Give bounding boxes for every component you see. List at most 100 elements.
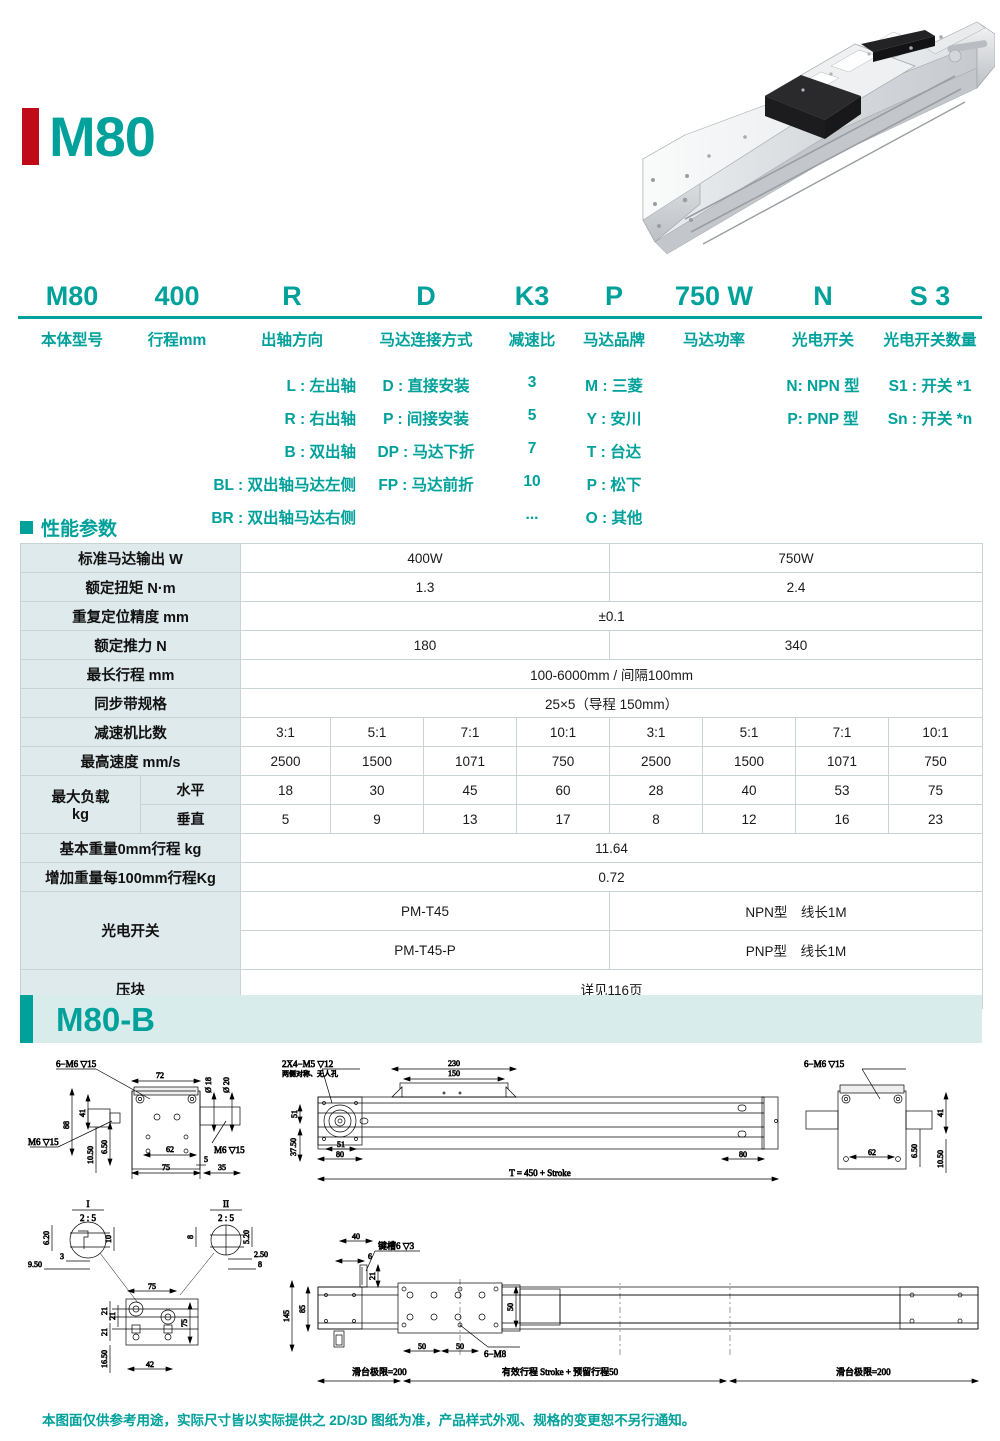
row-value: 750 [515,746,611,776]
note-2x4-M5: 2X4−M5 ▽12 [282,1059,333,1069]
svg-text:62: 62 [868,1148,876,1157]
svg-text:21: 21 [368,1272,377,1280]
model-title: M80 [49,104,156,168]
svg-text:9.50: 9.50 [28,1260,42,1269]
table-row: 最长行程 mm 100-6000mm / 间隔100mm [20,659,984,689]
svg-text:10: 10 [104,1235,113,1243]
code-label-motor-brand: 马达品牌 [582,332,645,349]
table-row: 额定扭矩 N·m 1.3 2.4 [20,572,984,602]
row-value: 7:1 [795,717,890,747]
svg-text:37.50: 37.50 [289,1138,298,1156]
photoswitch-model: PM-T45 [239,891,611,931]
photoswitch-model: PM-T45-P [239,930,611,970]
code-label-stroke: 行程mm [147,332,207,349]
table-row: 增加重量每100mm行程Kg 0.72 [20,862,984,892]
row-value: 10:1 [888,717,984,747]
svg-text:88: 88 [62,1121,71,1129]
row-value: 5:1 [702,717,797,747]
model-code-row: M80 400 R D K3 P 750 W N S 3 [18,272,982,312]
svg-text:Ø 18: Ø 18 [204,1077,213,1093]
photoswitch-label: 光电开关 [20,891,241,970]
row-value: 11.64 [239,833,984,863]
svg-text:85: 85 [298,1305,307,1313]
row-value: 75 [888,775,984,805]
detail-II-title: II [223,1199,229,1209]
opt-mount-1: D : 直接安装 [382,378,470,395]
row-value: 23 [888,804,984,834]
svg-text:50: 50 [456,1342,464,1351]
model-code-options-row-1: L : 左出轴 D : 直接安装 3 M : 三菱 N: NPN 型 S1 : … [18,374,982,396]
code-label-shaft-dir: 出轴方向 [260,332,323,349]
photoswitch-desc: NPN型 线长1M [609,891,984,931]
max-load-label: 最大负载 kg [20,775,141,834]
specification-table: 标准马达输出 W 400W 750W 额定扭矩 N·m 1.3 2.4 重复定位… [20,543,984,1009]
svg-text:10.50: 10.50 [86,1146,95,1164]
code-label-photoswitch: 光电开关 [791,332,854,349]
table-row-photoswitch-2: PM-T45-P PNP型 线长1M [21,930,984,970]
row-label: 最长行程 mm [20,659,241,689]
svg-text:80: 80 [739,1150,747,1159]
detail-II-scale: 2 : 5 [218,1213,235,1223]
code-seg-body: M80 [45,281,99,311]
row-label: 标准马达输出 W [20,543,241,573]
page-title: M80 [22,104,156,168]
technical-drawings: 72 62 75 35 5 88 41 6.50 10.50 Ø 18 [0,1055,1000,1395]
spec-section-heading: 性能参数 [20,514,117,541]
row-value: 18 [240,775,331,805]
detail-I-title: I [87,1199,90,1209]
svg-text:6.50: 6.50 [910,1144,919,1158]
note-symmetric: 两侧对称、无人孔 [282,1069,338,1078]
dim-150: 150 [448,1069,460,1078]
svg-text:80: 80 [336,1150,344,1159]
opt-ratio-3: 7 [527,440,537,457]
banner-accent-bar [20,995,33,1043]
row-value: 3:1 [609,717,704,747]
svg-text:75: 75 [180,1319,189,1327]
code-label-ratio: 减速比 [508,332,556,349]
drawing-section-title: M80-B [56,1001,156,1038]
note-6-M8: 6−M8 [484,1349,507,1359]
svg-text:41: 41 [936,1109,945,1117]
svg-text:145: 145 [282,1310,291,1322]
svg-text:42: 42 [146,1360,154,1369]
note-M6-left: M6 ▽15 [28,1137,59,1147]
table-row: 减速机比数 3:1 5:1 7:1 10:1 3:1 5:1 7:1 10:1 [20,717,984,747]
opt-ratio-4: 10 [523,473,541,490]
code-label-motor-mount: 马达连接方式 [379,332,473,349]
row-value: 13 [423,804,517,834]
opt-brand-1: M : 三菱 [585,378,643,395]
row-value: 1500 [330,746,424,776]
opt-brand-2: Y : 安川 [586,411,642,428]
drawing-section-banner [20,995,982,1043]
table-row: 额定推力 N 180 340 [20,630,984,660]
svg-text:41: 41 [78,1109,87,1117]
row-label: 最高速度 mm/s [20,746,241,776]
product-photo [625,4,996,256]
overall-length-label: T = 450 + Stroke [509,1168,570,1178]
opt-mount-4: FP : 马达前折 [378,477,474,494]
svg-text:5.20: 5.20 [242,1230,251,1244]
row-label: 额定推力 N [20,630,241,660]
row-value: 25×5（导程 150mm） [239,688,984,718]
code-seg-motor-mount: D [416,281,436,311]
row-value: 9 [330,804,424,834]
row-value: 16 [795,804,890,834]
svg-text:75: 75 [148,1282,156,1291]
label-slide-limit-right: 滑台极限=200 [836,1366,891,1377]
row-value: 30 [330,775,424,805]
footer-disclaimer: 本图面仅供参考用途，实际尺寸皆以实际提供之 2D/3D 图纸为准，产品样式外观、… [42,1413,696,1428]
svg-text:35: 35 [218,1163,226,1172]
row-value: 17 [515,804,611,834]
code-label-photoswitch-qty: 光电开关数量 [883,332,977,349]
code-seg-shaft-dir: R [282,281,302,311]
opt-shaft-2: R : 右出轴 [284,411,356,428]
svg-text:8: 8 [186,1235,195,1239]
opt-switch-2: P: PNP 型 [787,411,859,428]
svg-text:6.50: 6.50 [100,1140,109,1154]
table-row: 最高速度 mm/s 2500 1500 1071 750 2500 1500 1… [20,746,984,776]
row-label: 额定扭矩 N·m [20,572,241,602]
table-row-photoswitch-1: 光电开关 PM-T45 NPN型 线长1M [20,891,984,970]
note-keyway: 键槽6 ▽3 [378,1240,415,1251]
table-row-max-load-vertical: 垂直 5 9 13 17 8 12 16 23 [21,804,984,834]
svg-text:50: 50 [506,1303,515,1311]
